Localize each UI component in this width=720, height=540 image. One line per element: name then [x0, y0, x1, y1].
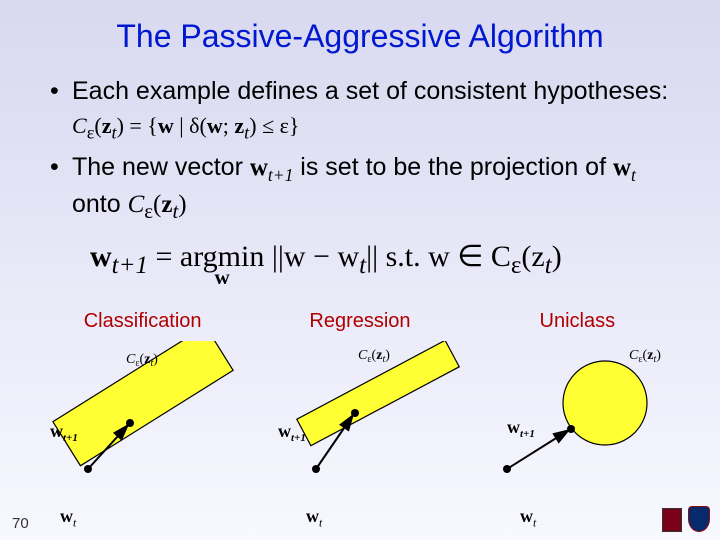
diagram-svg-regression: wt+1 Cε(zt) [260, 341, 460, 486]
svg-text:Cε(zt): Cε(zt) [126, 352, 158, 369]
footer-logos [662, 506, 710, 532]
diagram-title-classification: Classification [43, 310, 243, 333]
diagrams-row: Classification wt+1 Cε(zt) Regression [30, 310, 690, 486]
diagram-svg-uniclass: wt+1 Cε(zt) [477, 341, 677, 486]
slide-title: The Passive-Aggressive Algorithm [30, 18, 690, 55]
main-formula: wt+1 = argminw ||w − wt|| s.t. w ∈ Cε(zt… [90, 239, 690, 280]
slide-body: The Passive-Aggressive Algorithm Each ex… [0, 0, 720, 486]
diagram-uniclass: Uniclass wt+1 Cε(zt) [477, 310, 677, 486]
bullet-1: Each example defines a set of consistent… [50, 75, 690, 145]
wt-symbol: wt [613, 154, 636, 181]
bullet-2-c: onto [72, 190, 128, 218]
diagram-regression: Regression wt+1 Cε(zt) [260, 310, 460, 486]
wt-label-uniclass: wt [520, 506, 536, 530]
bullet-1-math: Cε(zt) = {w | δ(w; zt) ≤ ε} [72, 113, 299, 138]
diagram-title-uniclass: Uniclass [477, 310, 677, 333]
bullet-1-text: Each example defines a set of consistent… [72, 77, 668, 105]
bullet-2-b: is set to be the projection of [300, 153, 613, 181]
svg-text:Cε(zt): Cε(zt) [358, 348, 390, 365]
logo-penn-icon [688, 506, 710, 532]
diagram-classification: Classification wt+1 Cε(zt) [43, 310, 243, 486]
diagram-title-regression: Regression [260, 310, 460, 333]
wt-label-classification: wt [60, 506, 76, 530]
bullet-list: Each example defines a set of consistent… [30, 75, 690, 225]
wt1-symbol: wt+1 [250, 154, 293, 181]
svg-text:wt+1: wt+1 [507, 417, 535, 440]
ceps-symbol: Cε(zt) [128, 191, 187, 218]
bullet-2: The new vector wt+1 is set to be the pro… [50, 151, 690, 225]
logo-harvard-icon [662, 508, 682, 532]
bullet-2-a: The new vector [72, 153, 250, 181]
diagram-svg-classification: wt+1 Cε(zt) [48, 341, 238, 486]
wt-label-regression: wt [306, 506, 322, 530]
svg-text:Cε(zt): Cε(zt) [629, 348, 661, 365]
slide-number: 70 [12, 515, 29, 532]
